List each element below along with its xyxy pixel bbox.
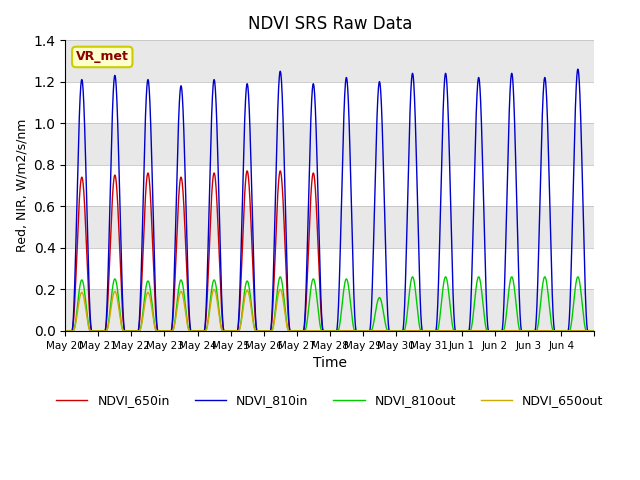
NDVI_650in xyxy=(61,328,69,334)
NDVI_650in xyxy=(397,328,405,334)
NDVI_810in xyxy=(591,328,598,334)
NDVI_810in xyxy=(478,127,486,132)
NDVI_810out xyxy=(276,274,284,280)
NDVI_810out xyxy=(478,290,486,296)
Bar xyxy=(65,206,595,248)
NDVI_650out xyxy=(61,328,69,334)
NDVI_650in xyxy=(591,328,598,334)
Title: NDVI SRS Raw Data: NDVI SRS Raw Data xyxy=(248,15,412,33)
NDVI_650out xyxy=(170,326,177,332)
Bar xyxy=(65,289,595,331)
Bar xyxy=(65,248,595,289)
NDVI_810in xyxy=(397,328,405,334)
NDVI_810out xyxy=(584,328,592,334)
NDVI_810in xyxy=(574,66,582,72)
NDVI_810out xyxy=(61,328,69,334)
X-axis label: Time: Time xyxy=(313,356,347,370)
NDVI_810out xyxy=(397,328,405,334)
Line: NDVI_650in: NDVI_650in xyxy=(65,171,595,331)
NDVI_650out xyxy=(584,328,592,334)
NDVI_810out xyxy=(591,328,598,334)
NDVI_810in xyxy=(584,328,592,334)
NDVI_810out xyxy=(170,326,177,332)
Line: NDVI_650out: NDVI_650out xyxy=(65,289,595,331)
Line: NDVI_810out: NDVI_810out xyxy=(65,277,595,331)
Line: NDVI_810in: NDVI_810in xyxy=(65,69,595,331)
Bar xyxy=(65,123,595,165)
NDVI_810in xyxy=(509,88,517,94)
NDVI_650in xyxy=(509,328,517,334)
Text: VR_met: VR_met xyxy=(76,50,129,63)
NDVI_810in xyxy=(170,292,177,298)
NDVI_650in xyxy=(584,328,592,334)
NDVI_810out xyxy=(444,284,452,290)
NDVI_650out xyxy=(211,287,218,292)
Bar xyxy=(65,165,595,206)
NDVI_650in xyxy=(444,328,452,334)
Bar xyxy=(65,82,595,123)
NDVI_810out xyxy=(509,280,517,286)
NDVI_650out xyxy=(444,328,452,334)
NDVI_650in xyxy=(478,328,486,334)
Y-axis label: Red, NIR, W/m2/s/nm: Red, NIR, W/m2/s/nm xyxy=(15,119,28,252)
NDVI_810in xyxy=(444,104,452,109)
NDVI_650in xyxy=(170,305,177,311)
NDVI_650out xyxy=(591,328,598,334)
NDVI_650in xyxy=(243,168,251,174)
NDVI_650out xyxy=(478,328,486,334)
NDVI_810in xyxy=(61,328,69,334)
Legend: NDVI_650in, NDVI_810in, NDVI_810out, NDVI_650out: NDVI_650in, NDVI_810in, NDVI_810out, NDV… xyxy=(51,389,609,412)
NDVI_650out xyxy=(509,328,517,334)
NDVI_650out xyxy=(397,328,405,334)
Bar xyxy=(65,40,595,82)
